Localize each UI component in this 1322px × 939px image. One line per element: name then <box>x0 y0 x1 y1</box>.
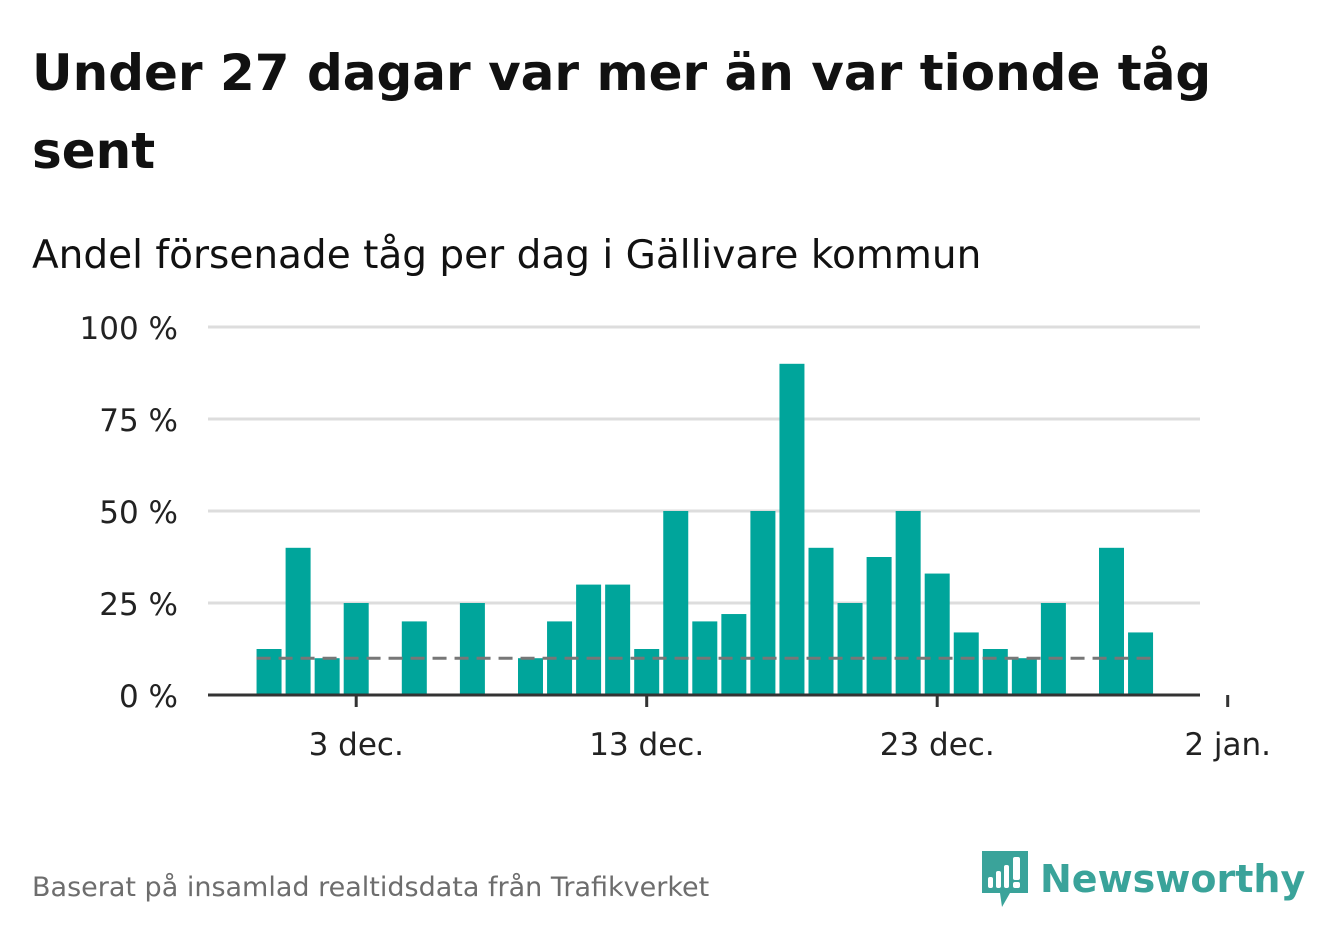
data-bar <box>866 557 892 695</box>
y-tick-label: 0 % <box>119 679 178 715</box>
data-bar <box>808 547 834 695</box>
data-bar <box>1040 603 1066 695</box>
y-tick-label: 25 % <box>99 587 178 623</box>
data-bar <box>953 632 979 695</box>
brand-name: Newsworthy <box>1040 857 1306 901</box>
y-tick-label: 100 % <box>80 311 178 347</box>
data-bar <box>779 363 805 695</box>
data-bar <box>837 603 863 695</box>
brand-logo[interactable]: Newsworthy <box>980 849 1305 909</box>
data-bar <box>663 511 689 695</box>
x-tick-label: 3 dec. <box>309 727 404 763</box>
y-tick-label: 50 % <box>99 495 178 531</box>
data-bar <box>459 603 485 695</box>
data-bar <box>750 511 776 695</box>
data-bar <box>895 511 921 695</box>
data-bar <box>256 649 282 695</box>
data-bar <box>343 603 369 695</box>
data-bar <box>982 649 1008 695</box>
newsworthy-logo-icon <box>982 851 1028 907</box>
data-bar <box>1099 547 1124 695</box>
bar-chart: 0 % 25 % 50 % 75 % 100 % 3 dec. 13 dec. 23 dec.… <box>80 311 1272 763</box>
data-bar <box>576 584 602 695</box>
data-bar <box>721 614 747 695</box>
data-bar <box>634 649 660 695</box>
source-note: Baserat på insamlad realtidsdata från Tr… <box>32 872 710 903</box>
chart-subtitle: Andel försenade tåg per dag i Gällivare … <box>32 233 982 278</box>
x-tick-label: 13 dec. <box>589 727 704 763</box>
data-bar <box>314 658 340 695</box>
data-bar <box>518 658 543 695</box>
data-bar <box>1011 658 1037 695</box>
data-bar <box>605 584 631 695</box>
data-bar <box>924 573 950 695</box>
x-tick-label: 23 dec. <box>880 727 995 763</box>
data-bar <box>285 547 311 695</box>
y-tick-label: 75 % <box>99 403 178 439</box>
chart-title: Under 27 dagar var mer än var tionde tåg… <box>32 44 1212 180</box>
x-tick-label: 2 jan. <box>1184 727 1271 763</box>
data-bar <box>1128 632 1154 695</box>
